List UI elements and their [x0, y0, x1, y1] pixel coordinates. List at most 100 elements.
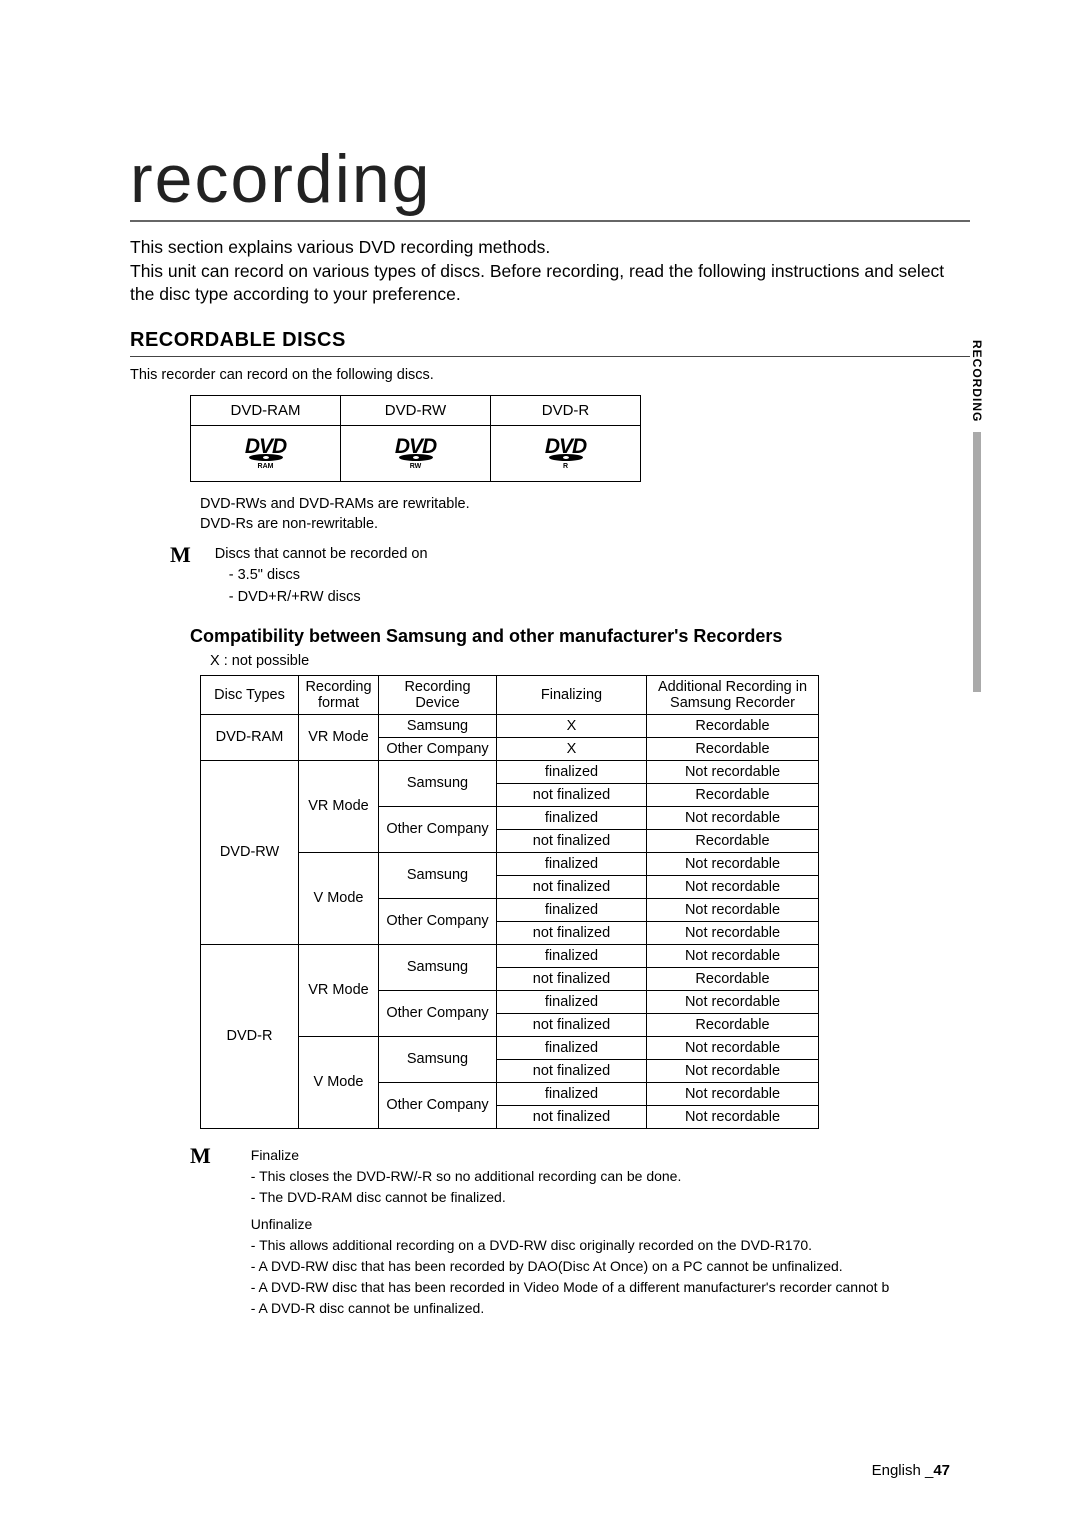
page-title: recording	[130, 140, 970, 222]
cell-add: Not recordable	[647, 944, 819, 967]
cell-add: Not recordable	[647, 921, 819, 944]
cell-disc: DVD-RW	[201, 760, 299, 944]
cell-fin: not ﬁnalized	[497, 1059, 647, 1082]
cell-add: Not recordable	[647, 990, 819, 1013]
table-row: DVD-RAMVR ModeSamsungXRecordable	[201, 714, 819, 737]
side-tab-label: RECORDING	[970, 340, 984, 422]
cell-dev: Samsung	[379, 714, 497, 737]
cell-add: Not recordable	[647, 1059, 819, 1082]
cell-add: Recordable	[647, 967, 819, 990]
cell-mode: V Mode	[299, 1036, 379, 1128]
cell-dev: Other Company	[379, 1082, 497, 1128]
cell-fin: ﬁnalized	[497, 1082, 647, 1105]
cell-disc: DVD-R	[201, 944, 299, 1128]
cell-dev: Samsung	[379, 944, 497, 990]
cell-add: Recordable	[647, 1013, 819, 1036]
rewritable-note: DVD-RWs and DVD-RAMs are rewritable.DVD-…	[200, 494, 970, 535]
cell-add: Not recordable	[647, 875, 819, 898]
dvd-rw-logo: DVDRW	[395, 436, 436, 470]
dvd-ram-logo: DVDRAM	[245, 436, 286, 470]
cell-fin: not ﬁnalized	[497, 875, 647, 898]
cell-add: Recordable	[647, 829, 819, 852]
cell-add: Not recordable	[647, 1082, 819, 1105]
footer-page: 47	[933, 1462, 950, 1479]
disc-header: DVD-RW	[341, 395, 491, 425]
cell-fin: not ﬁnalized	[497, 829, 647, 852]
recordable-discs-heading: RECORDABLE DISCS	[130, 329, 970, 357]
cell-add: Recordable	[647, 737, 819, 760]
cell-add: Not recordable	[647, 1036, 819, 1059]
cell-dev: Other Company	[379, 990, 497, 1036]
disc-types-table: DVD-RAM DVD-RW DVD-R DVDRAM DVDRW DVDR	[190, 395, 641, 482]
cell-mode: VR Mode	[299, 760, 379, 852]
th-add: Additional Recording in Samsung Recorder	[647, 675, 819, 714]
cell-add: Recordable	[647, 714, 819, 737]
intro-text: This section explains various DVD record…	[130, 236, 970, 307]
unfinalize-line: - This allows additional recording on a …	[251, 1235, 889, 1256]
side-tab: RECORDING	[970, 340, 984, 692]
cell-add: Not recordable	[647, 852, 819, 875]
m-note-item: - DVD+R/+RW discs	[215, 587, 428, 608]
unfinalize-line: - A DVD-RW disc that has been recorded b…	[251, 1256, 889, 1277]
recordable-note: This recorder can record on the followin…	[130, 367, 970, 383]
cell-dev: Other Company	[379, 806, 497, 852]
footer-lang: English	[872, 1462, 921, 1479]
table-row: DVD-RVR ModeSamsungﬁnalizedNot recordabl…	[201, 944, 819, 967]
cell-add: Not recordable	[647, 898, 819, 921]
cell-dev: Samsung	[379, 760, 497, 806]
unfinalize-title: Unﬁnalize	[251, 1214, 889, 1235]
cell-add: Recordable	[647, 783, 819, 806]
m-icon: M	[190, 1145, 211, 1167]
disc-header: DVD-R	[491, 395, 641, 425]
th-fin: Finalizing	[497, 675, 647, 714]
cell-dev: Samsung	[379, 852, 497, 898]
cell-fin: ﬁnalized	[497, 944, 647, 967]
th-rec: Recording format	[299, 675, 379, 714]
cell-add: Not recordable	[647, 806, 819, 829]
cell-add: Not recordable	[647, 760, 819, 783]
cell-fin: ﬁnalized	[497, 852, 647, 875]
disc-logo-cell: DVDRW	[341, 425, 491, 481]
cell-fin: ﬁnalized	[497, 806, 647, 829]
m-icon: M	[170, 544, 191, 566]
cell-fin: ﬁnalized	[497, 760, 647, 783]
m-note-2: M Finalize - This closes the DVD-RW/-R s…	[190, 1145, 970, 1325]
disc-header: DVD-RAM	[191, 395, 341, 425]
cell-fin: not ﬁnalized	[497, 967, 647, 990]
unfinalize-line: - A DVD-RW disc that has been recorded i…	[251, 1277, 889, 1298]
m-note-title: Discs that cannot be recorded on	[215, 544, 428, 565]
cell-fin: ﬁnalized	[497, 898, 647, 921]
compat-table: Disc Types Recording format Recording De…	[200, 675, 819, 1129]
cell-dev: Other Company	[379, 898, 497, 944]
finalize-line: - This closes the DVD-RW/-R so no additi…	[251, 1166, 889, 1187]
cell-disc: DVD-RAM	[201, 714, 299, 760]
cell-fin: ﬁnalized	[497, 990, 647, 1013]
cell-fin: not ﬁnalized	[497, 1105, 647, 1128]
dvd-r-logo: DVDR	[545, 436, 586, 470]
cell-fin: not ﬁnalized	[497, 921, 647, 944]
m-note-item: - 3.5" discs	[215, 565, 428, 586]
m-note-1: M Discs that cannot be recorded on - 3.5…	[170, 544, 970, 607]
cell-fin: not ﬁnalized	[497, 1013, 647, 1036]
cell-fin: not ﬁnalized	[497, 783, 647, 806]
finalize-title: Finalize	[251, 1145, 889, 1166]
disc-logo-cell: DVDR	[491, 425, 641, 481]
th-dev: Recording Device	[379, 675, 497, 714]
finalize-line: - The DVD-RAM disc cannot be ﬁnalized.	[251, 1187, 889, 1208]
cell-mode: VR Mode	[299, 944, 379, 1036]
cell-mode: V Mode	[299, 852, 379, 944]
th-disc: Disc Types	[201, 675, 299, 714]
page-footer: English _47	[872, 1462, 950, 1479]
cell-fin: X	[497, 714, 647, 737]
compat-heading: Compatibility between Samsung and other …	[190, 626, 970, 647]
side-tab-bar	[973, 432, 981, 692]
cell-mode: VR Mode	[299, 714, 379, 760]
unfinalize-line: - A DVD-R disc cannot be unﬁnalized.	[251, 1298, 889, 1319]
cell-fin: ﬁnalized	[497, 1036, 647, 1059]
table-row: DVD-RWVR ModeSamsungﬁnalizedNot recordab…	[201, 760, 819, 783]
cell-fin: X	[497, 737, 647, 760]
cell-add: Not recordable	[647, 1105, 819, 1128]
legend: X : not possible	[210, 653, 970, 669]
cell-dev: Other Company	[379, 737, 497, 760]
disc-logo-cell: DVDRAM	[191, 425, 341, 481]
